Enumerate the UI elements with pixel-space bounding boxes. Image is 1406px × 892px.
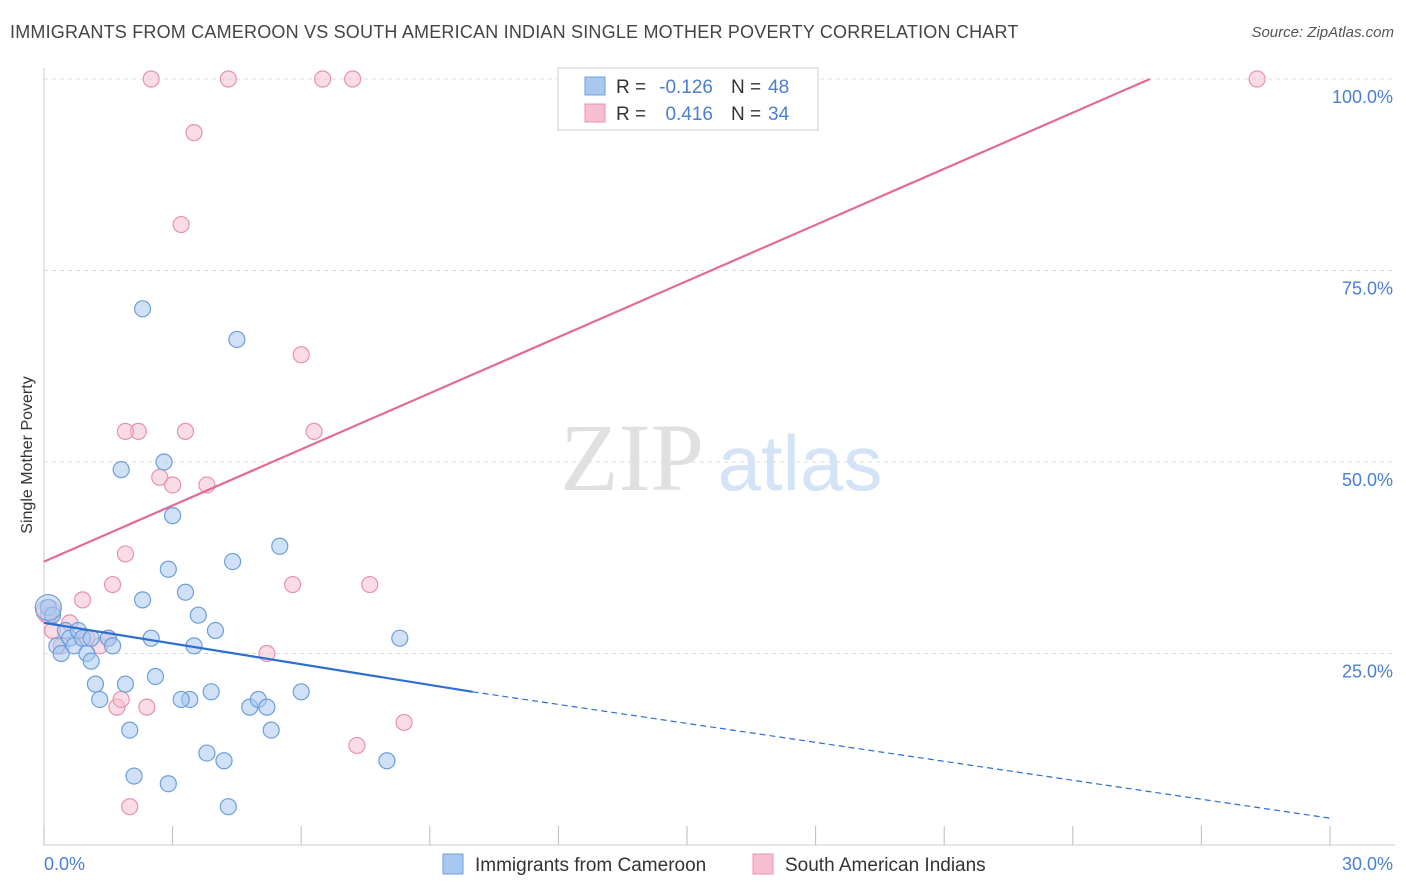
south-american-indians-point <box>219 70 237 88</box>
cameroon-point <box>219 798 237 816</box>
south-american-indians-point <box>314 70 332 88</box>
cameroon-point <box>86 675 105 693</box>
y-tick-label: 25.0% <box>1342 662 1393 682</box>
cameroon-point <box>378 752 396 770</box>
watermark: ZIP atlas <box>560 404 882 511</box>
watermark-atlas: atlas <box>718 419 883 507</box>
south-american-indians-trend-line <box>43 77 1151 563</box>
cameroon-point <box>159 775 177 793</box>
legend-swatch <box>584 76 606 96</box>
cameroon-trend-extension <box>472 691 1331 819</box>
cameroon-point <box>198 744 216 762</box>
cameroon-point <box>146 667 165 686</box>
cameroon-point <box>271 537 289 555</box>
cameroon-point <box>112 461 130 479</box>
legend-item-south-american-indians-label: South American Indians <box>785 855 986 876</box>
legend-r-label: R = <box>616 104 646 125</box>
south-american-indians-point <box>361 575 379 594</box>
cameroon-point <box>52 644 70 663</box>
series-legend: Immigrants from Cameroon South American I… <box>442 853 986 876</box>
cameroon-point <box>159 560 177 578</box>
cameroon-point <box>82 629 100 647</box>
south-american-indians-point <box>112 690 130 709</box>
legend-item-south-american-indians-swatch <box>752 853 774 875</box>
cameroon-point <box>391 629 409 647</box>
cameroon-point <box>258 698 276 716</box>
south-american-indians-point <box>172 215 190 234</box>
watermark-zip: ZIP <box>560 404 704 511</box>
cameroon-point <box>164 507 182 525</box>
legend-r-value: 0.416 <box>665 104 713 125</box>
south-american-indians-point <box>185 124 203 142</box>
south-american-indians-point <box>176 422 195 440</box>
legend-item-cameroon-swatch <box>442 853 464 875</box>
cameroon-point <box>176 583 195 601</box>
y-tick-label: 50.0% <box>1342 470 1393 490</box>
cameroon-point <box>228 330 246 349</box>
cameroon-point <box>133 591 152 609</box>
south-american-indians-point <box>395 713 413 732</box>
legend-item-cameroon-label: Immigrants from Cameroon <box>475 855 706 876</box>
south-american-indians-point <box>73 591 92 609</box>
cameroon-point <box>202 683 220 701</box>
x-tick-label: 30.0% <box>1342 854 1393 874</box>
south-american-indians-point <box>116 545 135 563</box>
legend-n-value: 34 <box>768 104 790 125</box>
south-american-indians-point <box>103 575 122 594</box>
cameroon-point <box>215 752 233 770</box>
cameroon-point <box>91 690 109 709</box>
legend-n-label: N = <box>731 104 761 125</box>
cameroon-point <box>155 453 173 471</box>
south-american-indians-point <box>121 798 139 816</box>
y-tick-label: 75.0% <box>1342 279 1393 299</box>
cameroon-point <box>224 552 242 571</box>
south-american-indians-point <box>284 575 302 594</box>
legend-r-value: -0.126 <box>659 77 713 98</box>
south-american-indians-point <box>116 422 135 440</box>
south-american-indians-point <box>348 736 366 755</box>
cameroon-point <box>116 675 135 693</box>
gridlines <box>44 78 1395 654</box>
cameroon-point <box>103 637 122 655</box>
cameroon-point <box>34 593 62 622</box>
south-american-indians-point <box>142 70 160 88</box>
cameroon-point <box>292 683 310 701</box>
cameroon-point <box>82 652 100 670</box>
legend-swatch <box>584 103 606 123</box>
south-american-indians-point <box>344 70 362 88</box>
axes <box>43 68 1395 846</box>
cameroon-point <box>133 300 152 318</box>
south-american-indians-point <box>1248 70 1266 88</box>
legend-r-label: R = <box>616 77 646 98</box>
cameroon-point <box>125 767 143 785</box>
cameroon-point <box>121 721 139 739</box>
south-american-indians-point <box>305 422 323 440</box>
legend-n-value: 48 <box>768 77 789 98</box>
stats-legend: R = -0.126 N = 48 R = 0.416 N = 34 <box>557 67 819 131</box>
south-american-indians-point <box>164 476 182 494</box>
y-tick-label: 100.0% <box>1332 87 1393 107</box>
cameroon-points <box>34 300 409 816</box>
cameroon-point <box>206 621 225 640</box>
cameroon-trend-line <box>43 621 473 693</box>
legend-n-label: N = <box>731 77 761 98</box>
x-tick-label: 0.0% <box>44 854 85 874</box>
trend-lines <box>43 77 1331 819</box>
source-credit: Source: ZipAtlas.com <box>1251 24 1394 41</box>
cameroon-point <box>172 690 190 709</box>
cameroon-point <box>189 606 207 624</box>
tick-labels: 25.0% 50.0% 75.0% 100.0% 0.0% 30.0% <box>44 87 1393 874</box>
cameroon-point <box>262 721 280 739</box>
chart-title: IMMIGRANTS FROM CAMEROON VS SOUTH AMERIC… <box>10 22 1019 42</box>
south-american-indians-point <box>138 698 156 716</box>
south-american-indians-point <box>292 346 310 364</box>
